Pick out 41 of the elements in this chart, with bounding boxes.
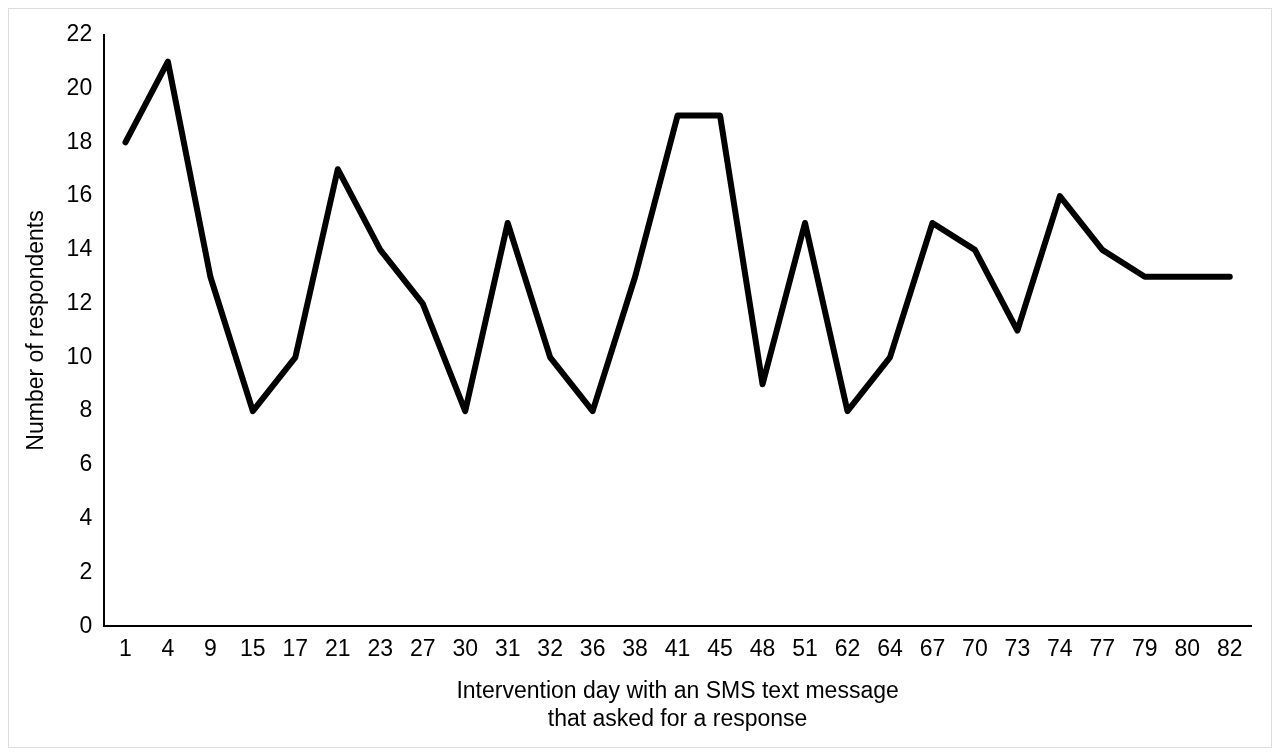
x-tick-label: 31 bbox=[494, 635, 521, 662]
x-axis-title: Intervention day with an SMS text message that asked for a response bbox=[456, 676, 899, 731]
x-tick-label: 80 bbox=[1174, 635, 1201, 662]
y-tick-label: 18 bbox=[66, 127, 93, 154]
x-tick-label: 82 bbox=[1216, 635, 1243, 662]
y-tick-label: 12 bbox=[66, 288, 93, 315]
x-tick-label: 27 bbox=[409, 635, 436, 662]
x-tick-label: 9 bbox=[203, 635, 217, 662]
y-tick-label: 14 bbox=[66, 235, 93, 262]
x-tick-label: 48 bbox=[749, 635, 776, 662]
y-tick-label: 0 bbox=[79, 611, 93, 638]
x-tick-label: 15 bbox=[240, 635, 266, 662]
x-tick-label: 36 bbox=[579, 635, 606, 662]
x-tick-label: 23 bbox=[367, 635, 394, 662]
x-tick-label: 77 bbox=[1089, 635, 1116, 662]
x-tick-label: 4 bbox=[161, 635, 175, 662]
y-tick-label: 4 bbox=[79, 504, 93, 531]
x-tick-label: 51 bbox=[792, 635, 818, 662]
x-tick-label: 62 bbox=[834, 635, 861, 662]
x-tick-label: 1 bbox=[119, 635, 132, 662]
x-tick-label: 30 bbox=[452, 635, 479, 662]
x-tick-label: 21 bbox=[325, 635, 351, 662]
x-tick-label: 32 bbox=[537, 635, 563, 662]
x-tick-label: 64 bbox=[877, 635, 903, 662]
y-tick-label: 8 bbox=[79, 396, 93, 423]
x-tick-label: 70 bbox=[962, 635, 988, 662]
y-tick-label: 2 bbox=[79, 557, 93, 584]
x-tick-label: 67 bbox=[919, 635, 946, 662]
y-tick-label: 16 bbox=[66, 181, 93, 208]
x-tick-label: 41 bbox=[664, 635, 691, 662]
x-tick-label: 17 bbox=[282, 635, 309, 662]
y-tick-label: 22 bbox=[66, 20, 93, 47]
x-tick-label: 74 bbox=[1047, 635, 1073, 662]
y-axis-title: Number of respondents bbox=[22, 210, 49, 451]
x-tick-label: 73 bbox=[1004, 635, 1031, 662]
y-tick-label: 10 bbox=[66, 342, 93, 369]
x-tick-label: 38 bbox=[622, 635, 648, 662]
y-tick-label: 6 bbox=[79, 450, 93, 477]
x-tick-label: 45 bbox=[707, 635, 733, 662]
x-tick-label: 79 bbox=[1132, 635, 1158, 662]
y-tick-label: 20 bbox=[66, 73, 93, 100]
